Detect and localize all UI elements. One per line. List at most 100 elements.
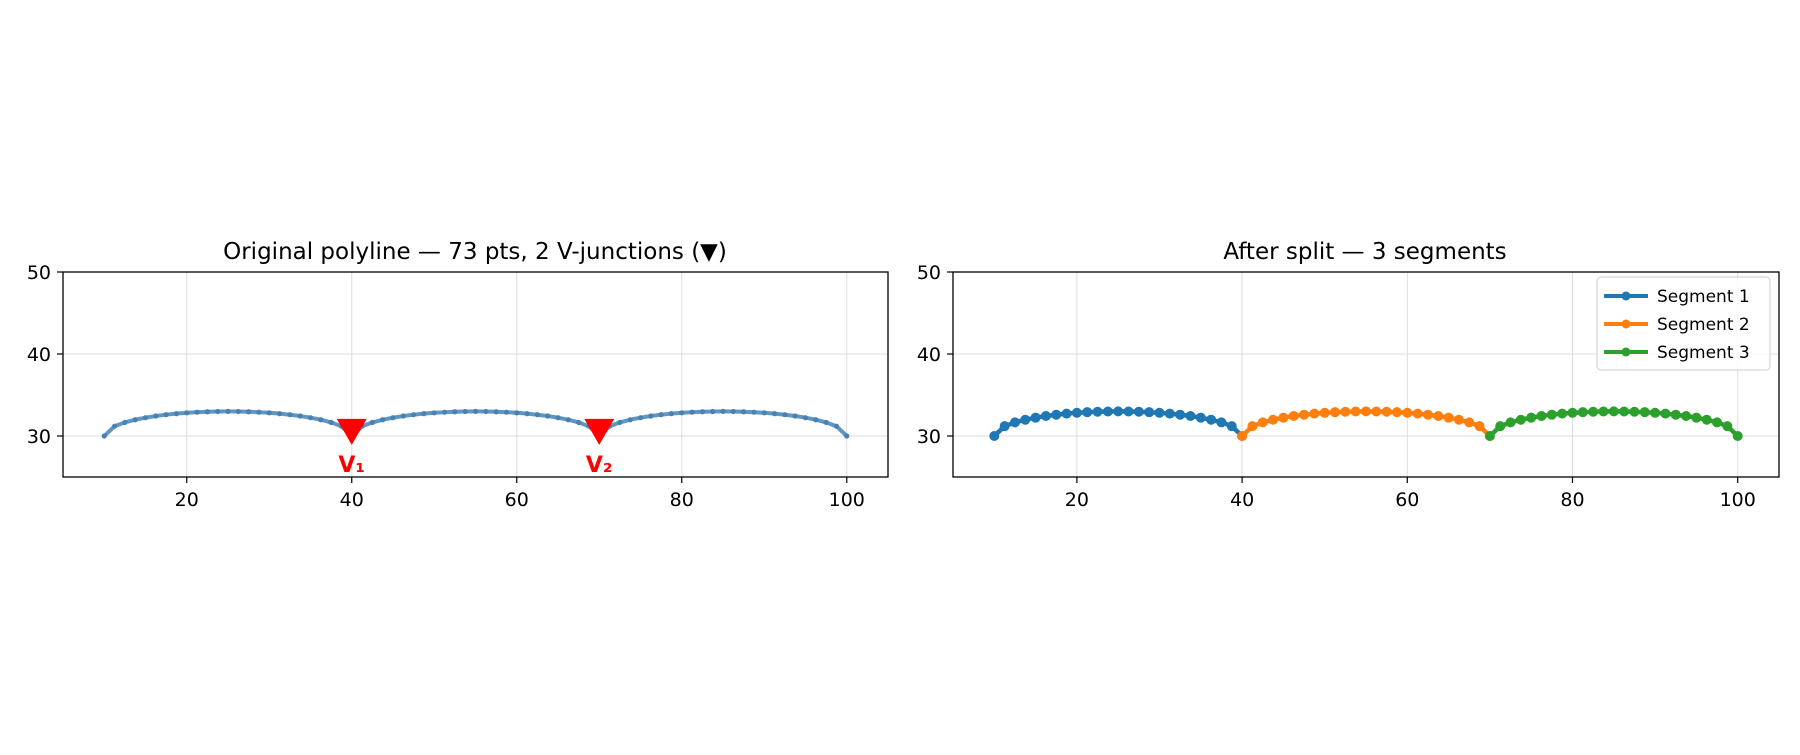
legend-box	[1596, 276, 1771, 371]
polyline-point	[545, 413, 551, 419]
segment-1-point	[999, 421, 1010, 432]
segment-3-point	[1670, 409, 1681, 420]
plot-frame	[952, 271, 1780, 478]
segment-3-point	[1722, 421, 1733, 432]
polyline-point	[400, 413, 406, 419]
segment-1-point	[1154, 407, 1165, 418]
segment-2-point	[1464, 417, 1475, 428]
segment-3-point	[1650, 407, 1661, 418]
segment-1-point	[1061, 408, 1072, 419]
segment-1-point	[1071, 407, 1082, 418]
x-tick-label: 20	[1065, 489, 1089, 511]
segment-2-point	[1288, 411, 1299, 422]
segment-3-point	[1526, 412, 1537, 423]
segment-3-point	[1619, 406, 1630, 417]
polyline-point	[132, 417, 138, 423]
polyline-point	[421, 411, 427, 417]
legend-label: Segment 1	[1657, 287, 1750, 307]
polyline-point	[844, 433, 850, 439]
polyline-point	[184, 410, 190, 416]
polyline-point	[524, 411, 530, 417]
polyline-point	[142, 415, 149, 421]
polyline-point	[802, 415, 809, 421]
segment-1-point	[1020, 414, 1031, 425]
segment-3-point	[1557, 408, 1568, 419]
segment-2-point	[1278, 412, 1289, 423]
segment-2-point	[1381, 406, 1392, 417]
x-tick-label: 80	[1560, 489, 1584, 511]
polyline-point	[648, 413, 654, 419]
x-tick-label: 20	[175, 489, 199, 511]
polyline-point	[483, 408, 489, 415]
segment-3-point	[1660, 408, 1671, 419]
segment-3-point	[1546, 409, 1557, 420]
polyline-point	[833, 423, 840, 429]
polyline-point	[792, 413, 798, 419]
polyline-point	[782, 412, 788, 418]
segment-1-point	[1082, 407, 1093, 418]
y-tick-label: 40	[27, 344, 51, 366]
polyline-point	[369, 419, 375, 426]
polyline-point	[441, 409, 448, 415]
segment-1-point	[1206, 414, 1217, 425]
segment-2-point	[1340, 406, 1351, 417]
segment-3-point	[1681, 411, 1692, 422]
segment-3-point	[1701, 414, 1712, 425]
y-tick-label: 30	[917, 426, 941, 448]
polyline-point	[771, 411, 778, 417]
polyline-point	[225, 408, 231, 414]
segment-2-point	[1391, 407, 1402, 418]
x-tick-label: 100	[1720, 489, 1756, 511]
segment-1-point	[1102, 406, 1113, 417]
segment-1-point	[1216, 417, 1227, 428]
polyline-point	[276, 411, 283, 417]
plot-frame	[62, 271, 889, 478]
polyline-point	[215, 408, 221, 415]
segment-1-point	[1113, 406, 1124, 417]
polyline-point	[813, 417, 819, 423]
polyline-point	[679, 410, 685, 416]
panel-title: Original polyline — 73 pts, 2 V-junction…	[223, 239, 727, 265]
segment-2-point	[1443, 412, 1454, 423]
segment-1-point	[1164, 408, 1175, 419]
segment-2-point	[1361, 406, 1371, 417]
segment-3-point	[1505, 417, 1516, 428]
segment-1-point	[1226, 421, 1237, 432]
polyline-point	[710, 408, 716, 415]
polyline-point	[503, 409, 510, 415]
segment-2-point	[1237, 431, 1248, 441]
legend: Segment 1 Segment 2 Segment 3	[1596, 276, 1771, 371]
polyline-point	[617, 419, 623, 426]
polyline-point	[472, 408, 479, 414]
polyline-point	[730, 408, 736, 415]
segment-1-point	[1133, 406, 1144, 417]
segment-2-point	[1319, 407, 1330, 418]
polyline-point	[122, 419, 128, 426]
polyline-point	[194, 409, 200, 415]
polyline-point	[514, 410, 520, 416]
polyline-point	[431, 410, 437, 416]
polyline-point	[390, 415, 396, 421]
segment-1-point	[1123, 406, 1134, 417]
polyline-point	[256, 409, 262, 415]
segment-2-point	[1371, 406, 1382, 417]
polyline-point	[823, 419, 829, 426]
polyline-point	[761, 410, 767, 416]
polyline-point	[493, 409, 499, 415]
segment-3-point	[1567, 407, 1578, 418]
segment-3-point	[1577, 407, 1588, 418]
segment-2-point	[1474, 421, 1485, 432]
v-junction-marker	[584, 418, 615, 445]
segment-2-point	[1268, 414, 1279, 425]
polyline-point	[380, 417, 386, 423]
segment-2-point	[1299, 409, 1310, 420]
segment-3-point	[1608, 406, 1619, 417]
polyline-point	[555, 415, 561, 421]
segment-3-point	[1588, 406, 1599, 417]
polyline-point	[266, 410, 272, 416]
polyline-point	[576, 419, 582, 426]
segment-2-point	[1309, 408, 1320, 419]
polyline-point	[246, 409, 252, 415]
polyline-point	[565, 417, 571, 423]
